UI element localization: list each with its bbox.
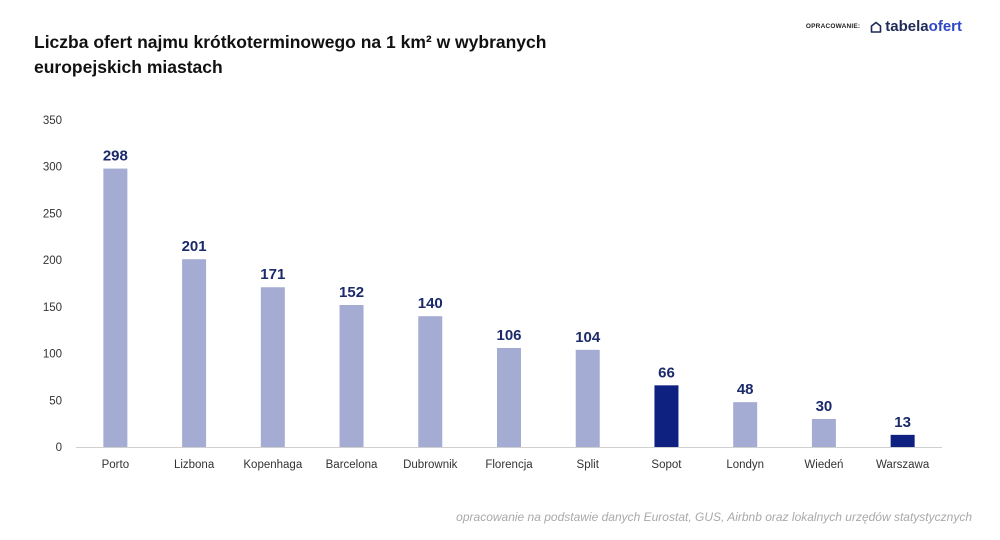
source-note: opracowanie na podstawie danych Eurostat… — [456, 510, 972, 524]
x-tick-label: Kopenhaga — [243, 459, 302, 471]
bar — [811, 418, 836, 447]
data-label: 171 — [260, 266, 285, 283]
data-label: 298 — [103, 148, 128, 165]
y-tick-label: 150 — [43, 302, 62, 314]
brand[interactable]: OPRACOWANIE: tabelaofert — [806, 18, 962, 35]
brand-name-part2: ofert — [928, 18, 962, 35]
data-label: 66 — [658, 364, 675, 381]
brand-prefix: OPRACOWANIE: — [805, 23, 861, 30]
y-tick-label: 250 — [43, 208, 62, 220]
data-label: 30 — [816, 398, 833, 415]
data-label: 140 — [418, 295, 443, 312]
y-tick-label: 100 — [43, 349, 62, 361]
x-tick-label: Barcelona — [326, 459, 378, 471]
bar — [733, 402, 758, 447]
y-tick-label: 200 — [43, 255, 62, 267]
x-tick-label: Florencja — [485, 459, 533, 471]
x-tick-label: Londyn — [726, 459, 764, 471]
x-tick-label: Split — [577, 459, 600, 471]
bar — [575, 349, 600, 447]
data-label: 13 — [894, 414, 911, 431]
bar — [103, 168, 128, 447]
bar — [339, 304, 364, 447]
chart-title: Liczba ofert najmu krótkoterminowego na … — [34, 32, 547, 77]
bar — [182, 259, 207, 447]
bar — [418, 316, 443, 447]
data-label: 104 — [575, 329, 601, 346]
bar — [890, 434, 915, 447]
x-tick-label: Wiedeń — [804, 459, 843, 471]
x-tick-label: Warszawa — [876, 459, 930, 471]
brand-name-part1: tabela — [885, 18, 929, 35]
data-label: 106 — [496, 327, 521, 344]
x-tick-label: Porto — [102, 459, 130, 471]
y-tick-label: 50 — [49, 395, 62, 407]
x-tick-label: Lizbona — [174, 459, 215, 471]
x-tick-label: Sopot — [651, 459, 682, 471]
brand-logo[interactable]: tabelaofert — [870, 18, 962, 35]
x-tick-label: Dubrownik — [403, 459, 458, 471]
bar — [497, 347, 521, 447]
data-label: 201 — [182, 238, 207, 255]
bar — [654, 385, 679, 447]
data-label: 152 — [339, 284, 364, 301]
bar — [260, 287, 285, 447]
y-tick-label: 350 — [43, 115, 62, 127]
house-outline-icon — [870, 21, 882, 33]
y-tick-label: 0 — [56, 442, 62, 454]
y-tick-label: 300 — [43, 162, 62, 174]
data-label: 48 — [737, 381, 754, 398]
